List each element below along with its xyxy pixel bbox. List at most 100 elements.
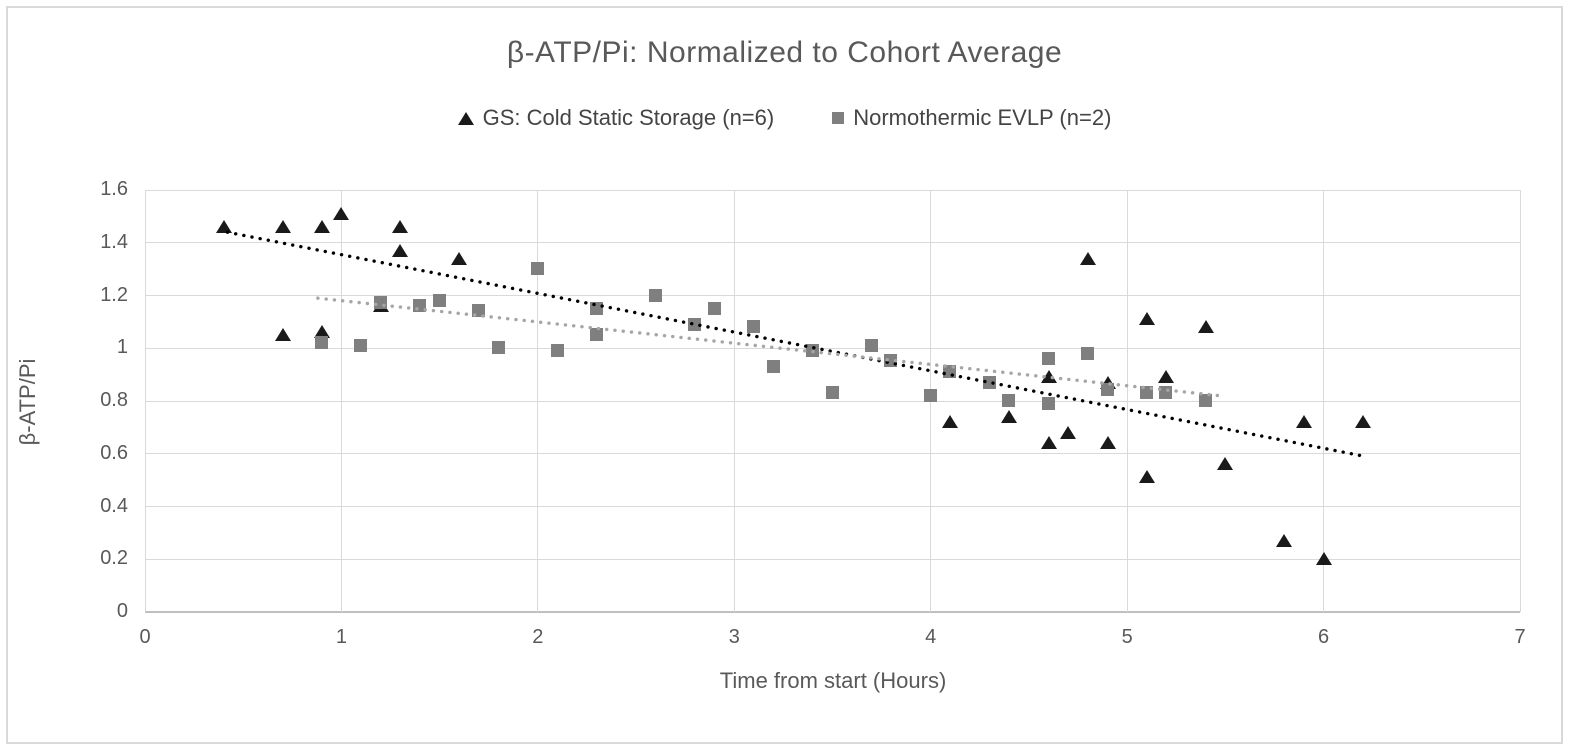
- gridline-vertical: [1519, 190, 1521, 612]
- data-point-square: [923, 388, 937, 402]
- x-tick-label: 6: [1318, 626, 1330, 648]
- x-tick-label: 1: [335, 626, 347, 648]
- gridline-horizontal: [145, 558, 1520, 560]
- data-point-triangle: [392, 219, 409, 233]
- x-axis-title: Time from start (Hours): [719, 668, 947, 693]
- data-point-triangle: [215, 219, 232, 233]
- data-point-triangle: [451, 251, 468, 265]
- data-point-triangle: [1276, 533, 1293, 547]
- data-point-square: [413, 299, 426, 313]
- x-tick-label: 7: [1514, 626, 1526, 648]
- data-point-triangle: [1295, 415, 1312, 429]
- y-tick-label: 0.8: [100, 389, 128, 411]
- x-tick-label: 3: [728, 626, 740, 648]
- x-tick-label: 5: [1121, 626, 1133, 648]
- data-point-square: [432, 293, 446, 307]
- x-tick-label: 0: [139, 626, 151, 648]
- data-point-square: [766, 359, 780, 373]
- y-tick-label: 0.6: [100, 441, 128, 464]
- data-point-square: [471, 304, 485, 318]
- data-point-square: [1198, 394, 1212, 407]
- data-point-triangle: [274, 219, 291, 233]
- data-point-square: [354, 338, 368, 352]
- x-tick-label: 4: [925, 626, 937, 648]
- gridline-vertical: [1126, 190, 1128, 612]
- data-point-triangle: [1040, 436, 1057, 450]
- legend: GS: Cold Static Storage (n=6) Normothermi…: [0, 105, 1569, 131]
- data-point-triangle: [942, 415, 959, 429]
- gridline-horizontal: [145, 242, 1520, 244]
- y-tick-label: 1.2: [100, 283, 128, 306]
- gridline-horizontal: [145, 400, 1520, 402]
- data-point-triangle: [392, 243, 409, 257]
- data-point-triangle: [1315, 552, 1332, 566]
- chart-title: β-ATP/Pi: Normalized to Cohort Average: [506, 36, 1063, 69]
- legend-item: GS: Cold Static Storage (n=6): [457, 105, 775, 131]
- gridline-vertical: [144, 190, 146, 612]
- gridline-vertical: [1323, 190, 1325, 612]
- data-point-triangle: [1354, 415, 1371, 429]
- gridline-horizontal: [145, 189, 1520, 191]
- data-point-triangle: [1001, 409, 1018, 423]
- data-point-square: [864, 338, 878, 352]
- data-point-square: [491, 341, 505, 355]
- data-point-triangle: [1060, 425, 1077, 439]
- data-point-square: [648, 288, 662, 302]
- data-point-square: [805, 343, 819, 357]
- data-point-triangle: [1099, 436, 1116, 450]
- data-point-triangle: [1138, 312, 1155, 326]
- data-point-square: [373, 296, 387, 310]
- data-point-square: [825, 386, 839, 400]
- y-tick-label: 0.2: [100, 547, 128, 570]
- y-axis-title: β-ATP/Pi: [15, 358, 40, 446]
- data-point-triangle: [1040, 370, 1057, 384]
- legend-triangle-icon: [457, 111, 474, 125]
- data-point-triangle: [1138, 470, 1155, 484]
- data-point-square: [530, 262, 544, 276]
- data-point-square: [1080, 346, 1094, 360]
- data-point-square: [1100, 383, 1114, 397]
- legend-item: Normothermic EVLP (n=2): [832, 105, 1111, 131]
- data-point-square: [1002, 394, 1016, 407]
- chart-border: [6, 6, 1563, 744]
- gridline-vertical: [537, 190, 539, 612]
- data-point-square: [1041, 396, 1055, 410]
- legend-square-icon: [832, 112, 845, 124]
- data-point-triangle: [1158, 370, 1175, 384]
- data-point-square: [688, 317, 701, 331]
- data-point-triangle: [274, 328, 291, 342]
- y-tick-label: 1.6: [100, 178, 128, 200]
- data-point-square: [1159, 386, 1173, 400]
- data-point-square: [707, 301, 721, 315]
- data-point-triangle: [333, 206, 350, 220]
- data-point-triangle: [1217, 457, 1234, 471]
- y-tick-label: 1: [116, 336, 128, 359]
- data-point-square: [589, 301, 603, 315]
- data-point-square: [314, 335, 328, 349]
- gridline-horizontal: [145, 611, 1520, 613]
- data-point-square: [550, 343, 564, 357]
- y-tick-label: 0: [116, 600, 128, 622]
- y-tick-label: 0.4: [100, 494, 128, 517]
- y-tick-label: 1.4: [100, 230, 128, 253]
- gridline-vertical: [733, 190, 735, 612]
- legend-label: GS: Cold Static Storage (n=6): [482, 105, 775, 130]
- data-point-square: [589, 328, 603, 342]
- gridline-vertical: [340, 190, 342, 612]
- data-point-triangle: [1079, 251, 1096, 265]
- x-tick-label: 2: [532, 626, 544, 648]
- gridline-horizontal: [145, 453, 1520, 455]
- data-point-square: [982, 375, 996, 389]
- data-point-square: [1041, 351, 1055, 365]
- data-point-square: [884, 354, 898, 368]
- gridline-horizontal: [145, 295, 1520, 296]
- data-point-square: [746, 320, 760, 334]
- data-point-square: [943, 364, 957, 378]
- data-point-triangle: [313, 219, 330, 233]
- gridline-horizontal: [145, 506, 1520, 507]
- gridline-horizontal: [145, 347, 1520, 349]
- legend-label: Normothermic EVLP (n=2): [853, 105, 1112, 130]
- data-point-square: [1139, 386, 1153, 400]
- data-point-triangle: [1197, 320, 1214, 334]
